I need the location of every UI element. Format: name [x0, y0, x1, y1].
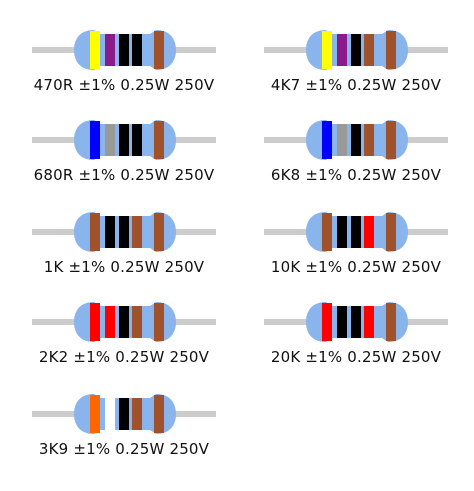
- color-band-white: [105, 398, 115, 430]
- color-band-black: [337, 306, 347, 338]
- color-band-red: [364, 306, 374, 338]
- resistor-label: 2K2 ±1% 0.25W 250V: [38, 348, 210, 366]
- resistor-item: 10K ±1% 0.25W 250V: [264, 212, 464, 292]
- color-band-brown: [132, 216, 142, 248]
- resistor-body: [74, 212, 176, 252]
- resistor-item: 2K2 ±1% 0.25W 250V: [32, 302, 232, 382]
- color-band-brown: [364, 34, 374, 66]
- resistor-body: [306, 212, 408, 252]
- resistor-label: 4K7 ±1% 0.25W 250V: [270, 76, 442, 94]
- color-band-brown: [364, 124, 374, 156]
- resistor-label: 20K ±1% 0.25W 250V: [270, 348, 442, 366]
- resistor-item: 20K ±1% 0.25W 250V: [264, 302, 464, 382]
- color-band-brown: [154, 121, 164, 159]
- color-band-grey: [105, 124, 115, 156]
- color-band-brown: [154, 213, 164, 251]
- resistor-label: 6K8 ±1% 0.25W 250V: [270, 166, 442, 184]
- color-band-brown: [154, 395, 164, 433]
- color-band-yellow: [322, 31, 332, 69]
- resistor-body: [306, 302, 408, 342]
- resistor-item: 680R ±1% 0.25W 250V: [32, 120, 232, 200]
- color-band-brown: [90, 213, 100, 251]
- color-band-blue: [90, 121, 100, 159]
- color-band-black: [351, 124, 361, 156]
- color-band-black: [351, 34, 361, 66]
- color-band-brown: [386, 303, 396, 341]
- color-band-brown: [322, 213, 332, 251]
- color-band-brown: [132, 398, 142, 430]
- color-band-brown: [386, 121, 396, 159]
- resistor-body: [306, 30, 408, 70]
- color-band-black: [119, 34, 129, 66]
- resistor-item: 6K8 ±1% 0.25W 250V: [264, 120, 464, 200]
- color-band-red: [364, 216, 374, 248]
- color-band-black: [119, 124, 129, 156]
- color-band-red: [322, 303, 332, 341]
- resistor-body: [74, 394, 176, 434]
- resistor-item: 3K9 ±1% 0.25W 250V: [32, 394, 232, 474]
- color-band-blue: [322, 121, 332, 159]
- color-band-brown: [132, 306, 142, 338]
- color-band-violet: [337, 34, 347, 66]
- resistor-body: [306, 120, 408, 160]
- color-band-black: [119, 306, 129, 338]
- color-band-black: [351, 216, 361, 248]
- color-band-brown: [386, 31, 396, 69]
- color-band-black: [351, 306, 361, 338]
- color-band-black: [132, 34, 142, 66]
- resistor-item: 470R ±1% 0.25W 250V: [32, 30, 232, 110]
- color-band-yellow: [90, 31, 100, 69]
- color-band-orange: [90, 395, 100, 433]
- color-band-brown: [154, 31, 164, 69]
- resistor-label: 3K9 ±1% 0.25W 250V: [38, 440, 210, 458]
- color-band-grey: [337, 124, 347, 156]
- color-band-black: [119, 398, 129, 430]
- resistor-label: 10K ±1% 0.25W 250V: [270, 258, 442, 276]
- resistor-label: 470R ±1% 0.25W 250V: [33, 76, 215, 94]
- resistor-label: 680R ±1% 0.25W 250V: [33, 166, 215, 184]
- resistor-item: 1K ±1% 0.25W 250V: [32, 212, 232, 292]
- resistor-item: 4K7 ±1% 0.25W 250V: [264, 30, 464, 110]
- color-band-brown: [154, 303, 164, 341]
- color-band-brown: [386, 213, 396, 251]
- color-band-violet: [105, 34, 115, 66]
- resistor-body: [74, 302, 176, 342]
- color-band-red: [90, 303, 100, 341]
- color-band-black: [119, 216, 129, 248]
- color-band-black: [132, 124, 142, 156]
- color-band-black: [105, 216, 115, 248]
- color-band-red: [105, 306, 115, 338]
- color-band-black: [337, 216, 347, 248]
- resistor-body: [74, 30, 176, 70]
- resistor-label: 1K ±1% 0.25W 250V: [43, 258, 205, 276]
- resistor-body: [74, 120, 176, 160]
